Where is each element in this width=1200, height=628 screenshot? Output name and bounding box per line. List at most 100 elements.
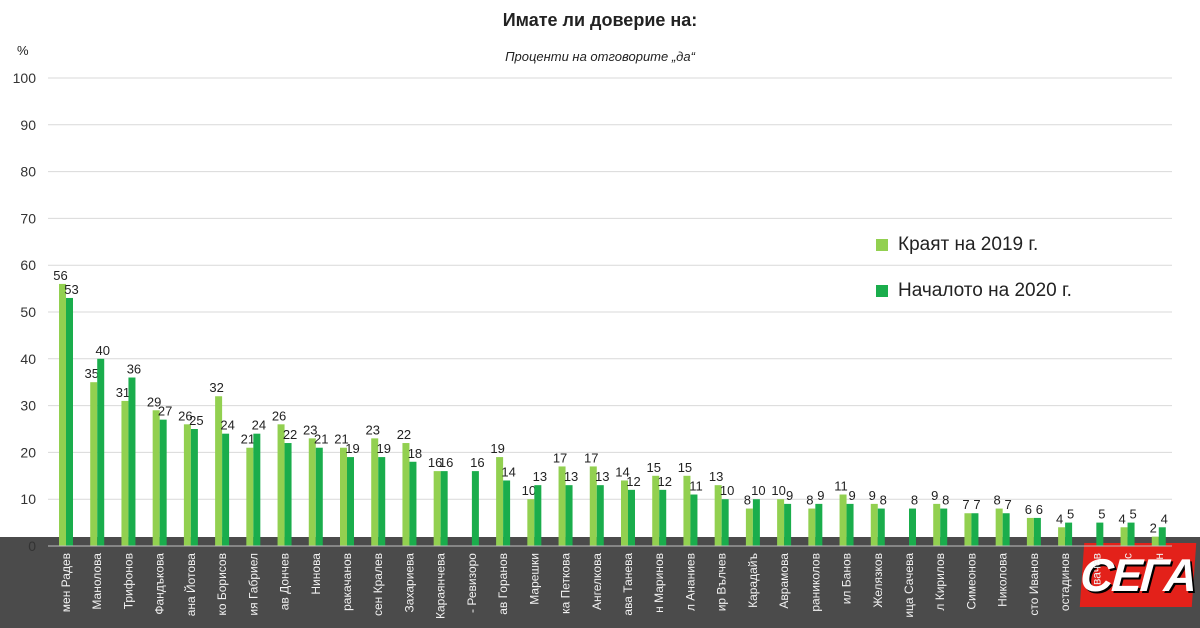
data-label-2019: 31 (116, 385, 130, 400)
bar-2020 (565, 485, 573, 546)
y-tick-label: 30 (20, 398, 36, 414)
data-label-2019: 4 (1056, 511, 1063, 526)
data-label-2020: 8 (880, 493, 887, 508)
bar-2019 (371, 438, 379, 546)
data-label-2019: 2 (1150, 521, 1157, 536)
bar-2020 (752, 499, 760, 546)
bar-2020 (378, 457, 386, 546)
data-label-2020: 11 (689, 479, 703, 494)
bar-2019 (652, 475, 660, 546)
bar-2019 (1120, 527, 1128, 546)
bar-2019 (340, 447, 347, 546)
legend-label-2019: Краят на 2019 г. (898, 234, 1039, 255)
y-tick-label: 70 (20, 210, 36, 226)
x-tick-label: Ангелкова (590, 553, 604, 610)
data-label-2020: 27 (158, 404, 172, 419)
x-tick-label: Караянчева (434, 553, 448, 619)
x-tick-label: вачев (1089, 553, 1103, 585)
data-label-2019: 32 (209, 380, 223, 395)
x-tick-label: ил Банов (840, 553, 854, 604)
bar-2020 (1033, 517, 1041, 546)
bar-2019 (90, 382, 98, 546)
data-label-2020: 8 (942, 493, 949, 508)
bar-2020 (284, 443, 292, 546)
data-label-2020: 6 (1036, 502, 1043, 517)
x-tick-label: мен Радев (59, 553, 73, 612)
bar-2019 (1026, 517, 1034, 546)
bar-2019 (964, 513, 972, 546)
bar-2019 (496, 457, 504, 546)
x-tick-label: Марешки (527, 553, 541, 605)
x-tick-label: ко Борисов (215, 553, 229, 616)
bar-2019 (152, 410, 160, 546)
bar-2020 (1096, 522, 1104, 546)
data-label-2019: 9 (869, 488, 876, 503)
bar-2019 (714, 485, 722, 546)
bar-2020 (253, 433, 261, 546)
data-label-2020: 7 (1005, 497, 1012, 512)
data-label-2020: 12 (657, 474, 671, 489)
bar-2020 (471, 471, 479, 546)
x-tick-label: ия Габриел (246, 553, 260, 616)
data-label-2020: 16 (470, 455, 484, 470)
data-label-2019: 56 (53, 268, 67, 283)
x-tick-label: л Кирилов (933, 553, 947, 611)
x-tick-label: н Маринов (652, 553, 666, 613)
bar-2020 (721, 499, 729, 546)
x-tick-label: - Ревизоро (465, 553, 479, 613)
data-label-2019: 14 (615, 464, 629, 479)
bar-2019 (277, 424, 285, 546)
bar-2020 (440, 471, 448, 546)
bar-2020 (877, 508, 885, 546)
legend-item-2019: Краят на 2019 г. (876, 233, 1072, 257)
y-tick-label: 40 (20, 351, 36, 367)
data-label-2020: 8 (911, 493, 918, 508)
data-label-2020: 40 (95, 343, 109, 358)
data-label-2020: 13 (595, 469, 609, 484)
chart-title: Имате ли доверие на: (502, 10, 698, 30)
x-tick-label: Фандъкова (153, 553, 167, 615)
data-label-2020: 9 (817, 488, 824, 503)
x-tick-label: ица Сачева (902, 553, 916, 618)
x-tick-label: л Ананиев (683, 553, 697, 611)
data-label-2019: 11 (834, 479, 848, 494)
x-tick-label: н (1152, 553, 1166, 560)
bar-2020 (815, 503, 823, 546)
x-tick-label: Захариева (402, 553, 416, 613)
legend-label-2020: Началото на 2020 г. (898, 280, 1072, 301)
bar-2019 (745, 508, 753, 546)
legend-swatch-2020 (876, 285, 888, 297)
data-label-2019: 26 (272, 408, 286, 423)
bar-2019 (246, 447, 254, 546)
bar-2019 (527, 499, 535, 546)
bar-2020 (846, 503, 854, 546)
data-label-2019: 21 (334, 432, 348, 447)
bar-2019 (1058, 527, 1066, 546)
y-axis-unit: % (17, 43, 29, 58)
data-label-2019: 9 (931, 488, 938, 503)
x-tick-label: ир Вълчев (715, 553, 729, 611)
x-tick-label: ав Горанов (496, 553, 510, 615)
data-label-2020: 5 (1129, 507, 1136, 522)
data-label-2020: 18 (408, 446, 422, 461)
bar-2019 (183, 424, 191, 546)
data-label-2020: 10 (720, 483, 734, 498)
bar-2020 (190, 429, 198, 546)
bar-2020 (971, 513, 979, 546)
data-label-2019: 4 (1118, 511, 1125, 526)
data-label-2020: 4 (1161, 511, 1168, 526)
y-tick-label: 80 (20, 164, 36, 180)
bar-2019 (808, 508, 816, 546)
bar-2019 (215, 396, 223, 546)
data-label-2020: 12 (626, 474, 640, 489)
bar-2020 (909, 508, 916, 546)
y-tick-label: 100 (13, 70, 37, 86)
data-label-2020: 10 (751, 483, 765, 498)
legend-swatch-2019 (876, 239, 888, 251)
data-label-2019: 17 (553, 450, 567, 465)
x-tick-label: ка Петкова (559, 553, 573, 614)
bar-2020 (1002, 513, 1010, 546)
bar-2020 (1127, 522, 1135, 546)
data-label-2020: 9 (786, 488, 793, 503)
